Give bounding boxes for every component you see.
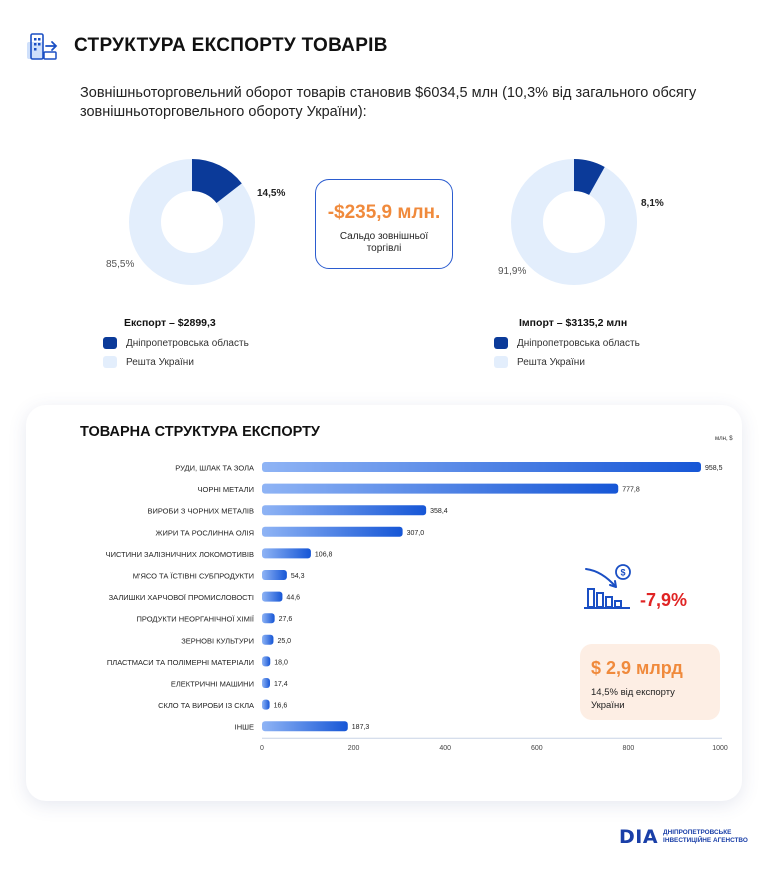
bar-value-label: 44,6 [286,595,300,602]
x-tick-label: 200 [348,745,360,752]
export-change-value: -7,9% [640,590,688,610]
bar [262,634,274,645]
legend-swatch-dark [103,337,117,349]
x-tick-label: 1000 [712,745,728,752]
export-legend-rest-label: Решта України [126,356,194,368]
import-legend: Імпорт – $3135,2 млн Дніпропетровська об… [494,317,640,375]
bar-category-label: М'ЯСО ТА ЇСТІВНІ СУБПРОДУКТИ [133,572,254,581]
export-legend-region-label: Дніпропетровська область [126,337,249,349]
bar [262,678,270,688]
import-donut-region-slice [574,159,605,195]
x-tick-label: 0 [260,745,264,752]
bar-value-label: 16,6 [274,703,288,710]
export-share-label: 14,5% [257,188,286,199]
legend-swatch-dark [494,337,508,349]
bar-category-label: СКЛО ТА ВИРОБИ ІЗ СКЛА [158,701,254,710]
total-export-caption: 14,5% від експорту України [591,686,675,712]
bar-value-label: 17,4 [274,681,288,688]
export-rest-label: 85,5% [106,259,135,270]
bar [262,570,287,580]
bar [262,699,270,710]
export-legend-item-rest: Решта України [103,356,249,368]
export-legend-title: Експорт – $2899,3 [124,317,216,329]
bar [262,505,427,516]
saldo-caption-line1: Сальдо зовнішньої [339,231,429,242]
import-legend-region-label: Дніпропетровська область [517,337,640,349]
bar-category-label: ІНШЕ [235,723,254,732]
total-export-caption-line2: України [591,700,625,711]
bar-category-label: ЗАЛИШКИ ХАРЧОВОЇ ПРОМИСЛОВОСТІ [109,593,254,602]
import-legend-item-region: Дніпропетровська область [494,337,640,349]
page-title: СТРУКТУРА ЕКСПОРТУ ТОВАРІВ [74,35,388,56]
bar [262,591,283,602]
import-legend-item-rest: Решта України [494,356,640,368]
bar-category-label: ЗЕРНОВІ КУЛЬТУРИ [181,636,254,645]
saldo-caption-line2: торгівлі [366,243,402,254]
logo-line2: ІНВЕСТИЦІЙНЕ АГЕНСТВО [663,837,748,844]
total-export-caption-line1: 14,5% від експорту [591,687,675,698]
import-legend-title: Імпорт – $3135,2 млн [519,317,628,329]
chart-down-dollar-icon: $ [584,564,631,609]
x-tick-label: 400 [439,745,451,752]
bar-value-label: 27,6 [279,616,293,623]
bar-category-label: ВИРОБИ З ЧОРНИХ МЕТАЛІВ [147,507,254,516]
bar-value-label: 307,0 [407,530,425,537]
bar [262,613,275,624]
export-donut-region-slice [192,159,242,203]
bar-category-label: ЖИРИ ТА РОСЛИННА ОЛІЯ [156,528,254,537]
bar [262,483,619,494]
bar-category-label: ЧИСТИНИ ЗАЛІЗНИЧНИХ ЛОКОМОТИВІВ [106,550,254,559]
export-donut [129,159,255,285]
logo-text: ДНІПРОПЕТРОВСЬКЕ ІНВЕСТИЦІЙНЕ АГЕНСТВО [663,829,748,845]
import-legend-rest-label: Решта України [517,356,585,368]
saldo-card: -$235,9 млн. Сальдо зовнішньої торгівлі [315,179,453,269]
import-rest-label: 91,9% [498,266,527,277]
import-donut [511,159,637,285]
bar-category-label: ПЛАСТМАСИ ТА ПОЛІМЕРНІ МАТЕРІАЛИ [107,658,254,667]
bar [262,462,701,472]
bar-value-label: 777,8 [622,487,640,494]
import-share-label: 8,1% [641,198,664,209]
saldo-value: -$235,9 млн. [327,202,441,223]
x-tick-label: 600 [531,745,543,752]
bar-category-label: ПРОДУКТИ НЕОРГАНІЧНОЇ ХІМІЇ [137,615,255,624]
export-structure-title: ТОВАРНА СТРУКТУРА ЕКСПОРТУ [80,424,320,440]
bar-category-label: РУДИ, ШЛАК ТА ЗОЛА [175,464,254,473]
logo-mark: DIA [619,826,659,848]
bar [262,656,271,667]
bar [262,721,348,732]
export-building-icon [27,33,58,60]
saldo-caption: Сальдо зовнішньої торгівлі [316,231,452,255]
lead-paragraph: Зовнішньоторговельний оборот товарів ста… [80,85,697,120]
bar [262,526,403,537]
logo-line1: ДНІПРОПЕТРОВСЬКЕ [663,829,732,836]
export-legend: Експорт – $2899,3 Дніпропетровська облас… [103,317,249,375]
bar-value-label: 106,8 [315,551,333,558]
bar-value-label: 958,5 [705,465,723,472]
bar-category-label: ЧОРНІ МЕТАЛИ [198,485,254,494]
total-export-card: $ 2,9 млрд 14,5% від експорту України [580,644,720,720]
dia-logo: DIA ДНІПРОПЕТРОВСЬКЕ ІНВЕСТИЦІЙНЕ АГЕНСТ… [619,826,748,848]
legend-swatch-light [103,356,117,368]
legend-swatch-light [494,356,508,368]
export-legend-item-region: Дніпропетровська область [103,337,249,349]
bar-category-label: ЕЛЕКТРИЧНІ МАШИНИ [171,680,254,689]
total-export-value: $ 2,9 млрд [591,658,683,678]
bar-value-label: 54,3 [291,573,305,580]
bar-value-label: 358,4 [430,508,448,515]
header: СТРУКТУРА ЕКСПОРТУ ТОВАРІВ [24,28,388,64]
chart-unit-label: млн, $ [715,436,733,442]
bar-value-label: 18,0 [274,659,288,666]
svg-text:$: $ [620,568,625,578]
bar-value-label: 187,3 [352,724,370,731]
bar [262,548,311,559]
x-tick-label: 800 [623,745,635,752]
bar-value-label: 25,0 [277,638,291,645]
